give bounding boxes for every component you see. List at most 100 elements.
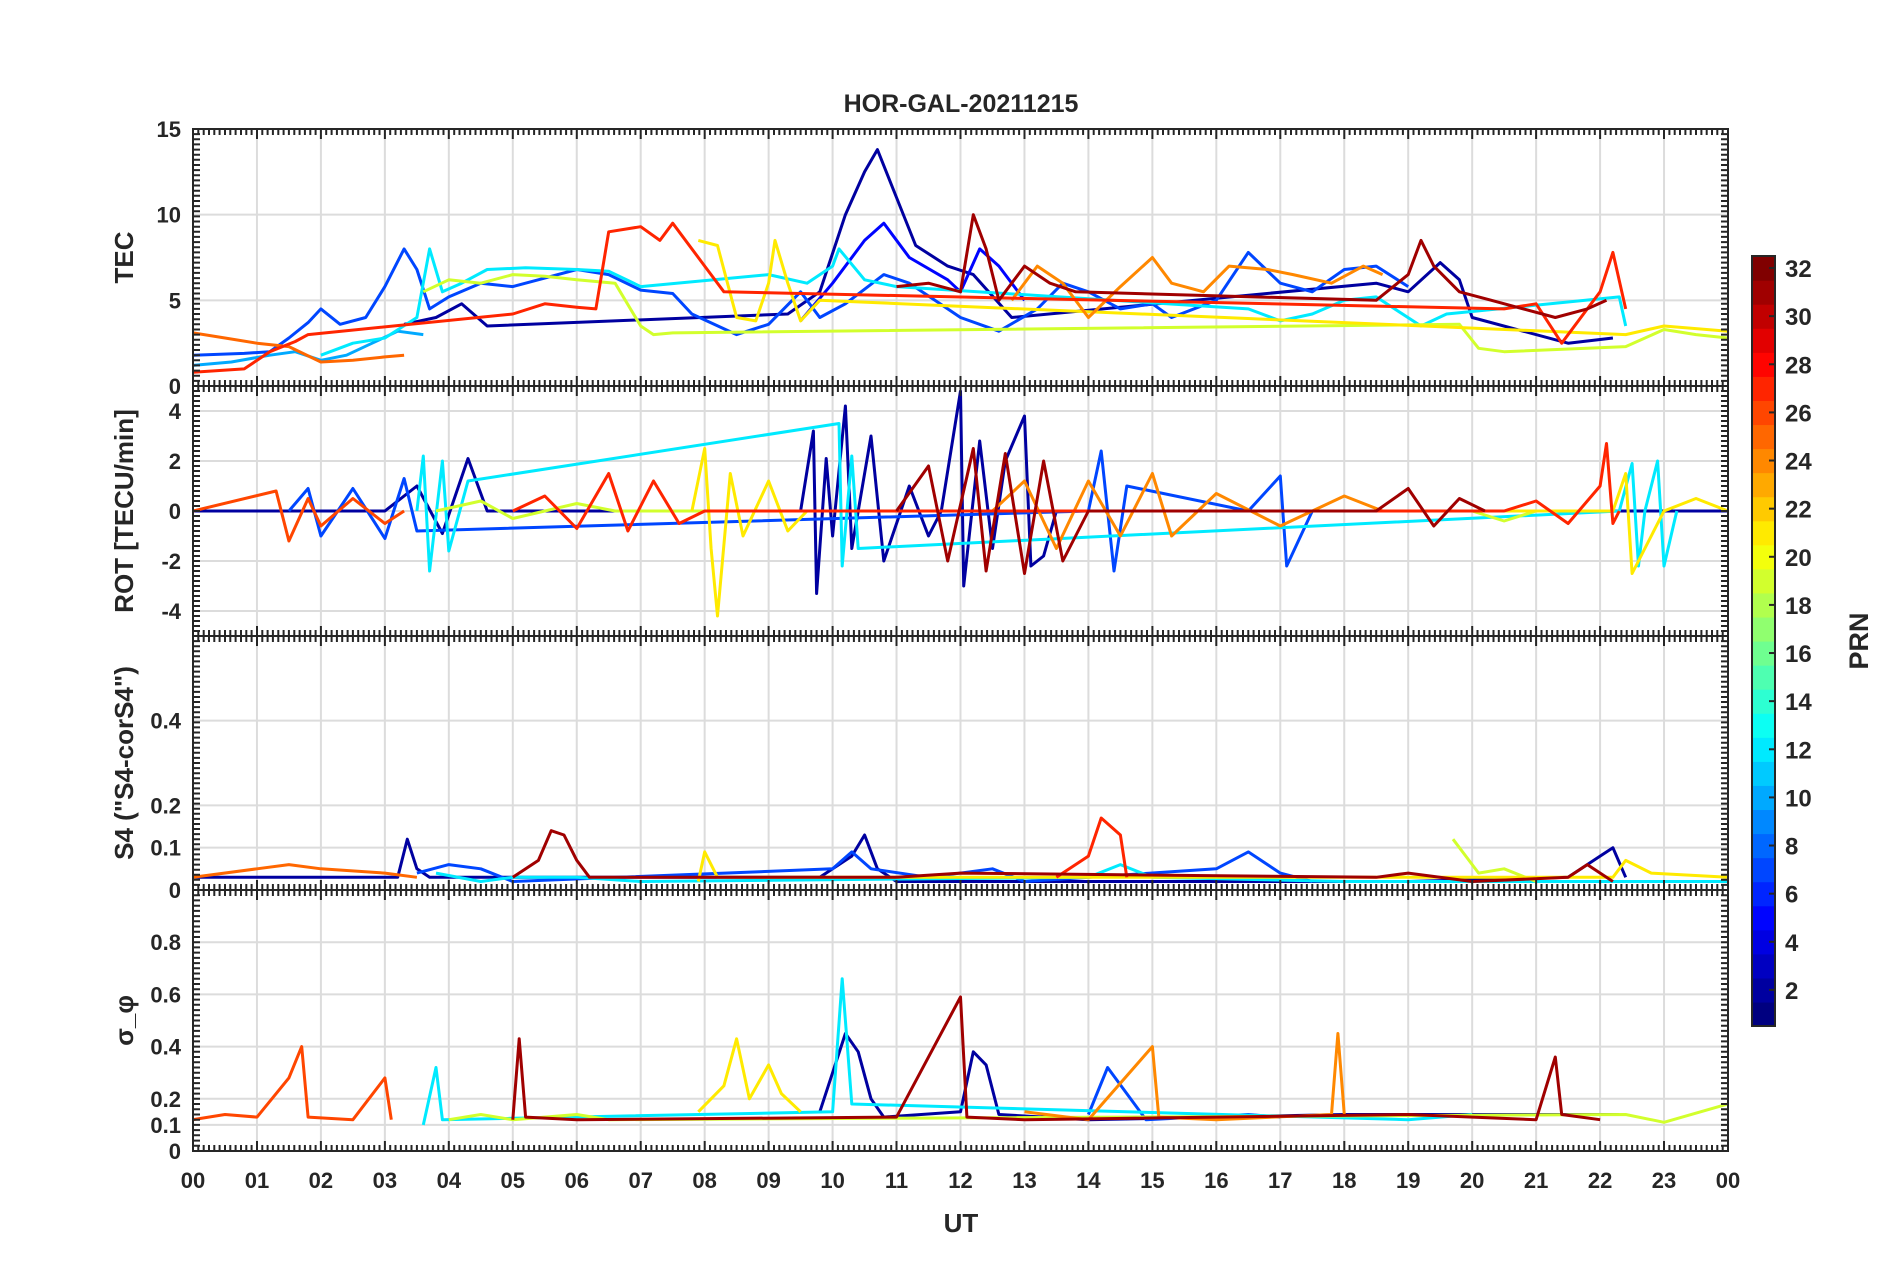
x-tick-label: 12 xyxy=(948,1168,972,1193)
colorbar-tick-label: 16 xyxy=(1785,641,1812,668)
colorbar-segment xyxy=(1752,352,1775,377)
x-tick-label: 21 xyxy=(1524,1168,1548,1193)
colorbar-frame xyxy=(1751,255,1776,1027)
colorbar-segment xyxy=(1752,328,1775,353)
series-group xyxy=(193,148,1728,374)
panel-tec: 0 5 10 15 TEC xyxy=(109,117,1729,399)
y-tick-label: 0 xyxy=(169,374,181,399)
series-prn-7 xyxy=(416,850,1313,883)
x-tick-label: 11 xyxy=(885,1168,908,1193)
colorbar-segment xyxy=(1752,568,1775,594)
y-tick-label: -4 xyxy=(161,599,181,624)
y-tick-label: 0 xyxy=(169,1139,181,1164)
colorbar-segment xyxy=(1752,665,1775,690)
x-tick-label: 22 xyxy=(1588,1168,1612,1193)
series-group xyxy=(193,816,1728,883)
x-tick-label: 15 xyxy=(1140,1168,1164,1193)
y-axis-label: S4 ("S4-corS4") xyxy=(109,666,139,860)
colorbar-label: PRN xyxy=(1844,612,1874,669)
y-tick-label: 0.8 xyxy=(150,930,181,955)
x-tick-label: 02 xyxy=(309,1168,333,1193)
x-tick-label: 23 xyxy=(1652,1168,1676,1193)
series-prn-27 xyxy=(1055,816,1129,879)
series-prn-2 xyxy=(193,833,1628,883)
series-prn-24 xyxy=(991,472,1384,550)
y-tick-label: -2 xyxy=(161,549,181,574)
y-axis-label: TEC xyxy=(109,231,139,283)
series-prn-2 xyxy=(193,389,1728,595)
colorbar-segment xyxy=(1752,689,1775,714)
series-prn-31 xyxy=(511,829,1614,883)
colorbar-segment xyxy=(1752,713,1775,738)
x-axis-label: UT xyxy=(944,1208,979,1238)
y-tick-label: 15 xyxy=(157,117,181,142)
y-tick-label: 0.6 xyxy=(150,982,181,1007)
x-tick-label: 17 xyxy=(1268,1168,1292,1193)
series-prn-21 xyxy=(690,447,1728,618)
colorbar-tick-label: 30 xyxy=(1785,304,1812,331)
series-prn-19 xyxy=(422,273,1728,354)
colorbar-tick-label: 28 xyxy=(1785,352,1812,379)
series-prn-21 xyxy=(697,1037,802,1113)
colorbar-segment xyxy=(1752,448,1775,474)
colorbar-tick-label: 10 xyxy=(1785,785,1812,812)
colorbar-segment xyxy=(1752,977,1775,1003)
y-tick-label: 0 xyxy=(169,499,181,524)
y-axis-label: σ_φ xyxy=(109,995,139,1046)
colorbar-segment xyxy=(1752,641,1775,666)
colorbar-segment xyxy=(1752,761,1775,786)
colorbar-tick-label: 24 xyxy=(1785,449,1812,476)
series-prn-26 xyxy=(193,489,405,543)
x-tick-label: 20 xyxy=(1460,1168,1484,1193)
colorbar-segment xyxy=(1752,376,1775,401)
series-prn-25 xyxy=(193,863,418,879)
colorbar-segment xyxy=(1752,400,1775,426)
x-tick-label: 10 xyxy=(820,1168,844,1193)
series-prn-31 xyxy=(896,213,1608,319)
colorbar-tick-label: 4 xyxy=(1785,930,1799,957)
y-axis-label: ROT [TECU/min] xyxy=(109,409,139,613)
series-prn-12 xyxy=(320,247,1628,357)
colorbar-tick-label: 22 xyxy=(1785,497,1812,524)
colorbar-tick-label: 2 xyxy=(1785,978,1798,1005)
x-tick-label: 01 xyxy=(245,1168,269,1193)
series-prn-27 xyxy=(512,442,1621,533)
x-tick-label: 00 xyxy=(181,1168,205,1193)
colorbar-tick-label: 14 xyxy=(1785,689,1812,716)
colorbar-tick-label: 8 xyxy=(1785,834,1798,861)
grid-lines xyxy=(193,890,1728,1152)
panel-rot: -4 -2 0 2 4 ROT [TECU/min] xyxy=(109,385,1729,637)
x-tick-label: 08 xyxy=(692,1168,716,1193)
x-tick-label: 03 xyxy=(373,1168,397,1193)
colorbar-segment xyxy=(1752,256,1775,281)
series-prn-19 xyxy=(1451,838,1537,883)
colorbar-segment xyxy=(1752,280,1775,305)
series-prn-26 xyxy=(193,1045,393,1122)
y-tick-label: 0 xyxy=(169,878,181,903)
x-tick-label: 14 xyxy=(1076,1168,1101,1193)
colorbar-segment xyxy=(1752,616,1775,642)
series-prn-19 xyxy=(448,1102,1728,1124)
x-tick-label: 07 xyxy=(628,1168,652,1193)
y-tick-label: 0.4 xyxy=(150,1035,181,1060)
x-tick-label: 18 xyxy=(1332,1168,1356,1193)
colorbar-segment xyxy=(1752,496,1775,522)
x-tick-label: 05 xyxy=(501,1168,525,1193)
x-tick-label: 09 xyxy=(756,1168,780,1193)
series-prn-12 xyxy=(435,863,1728,883)
colorbar-segment xyxy=(1752,929,1775,955)
colorbar-segment xyxy=(1752,544,1775,570)
panel-sigma_phi: 00.10.2 0.4 0.6 0.8 σ_φ xyxy=(109,889,1729,1164)
colorbar-segment xyxy=(1752,737,1775,762)
colorbar-segment xyxy=(1752,304,1775,329)
colorbar-segment xyxy=(1752,953,1775,979)
colorbar-tick-label: 26 xyxy=(1785,400,1812,427)
y-tick-label: 0.1 xyxy=(150,1113,181,1138)
colorbar-tick-label: 12 xyxy=(1785,737,1812,764)
colorbar-tick-label: 32 xyxy=(1785,256,1812,283)
x-tick-label: 16 xyxy=(1204,1168,1228,1193)
colorbar-segment xyxy=(1752,520,1775,546)
colorbar-segment xyxy=(1752,905,1775,931)
y-tick-label: 0.2 xyxy=(150,793,181,818)
